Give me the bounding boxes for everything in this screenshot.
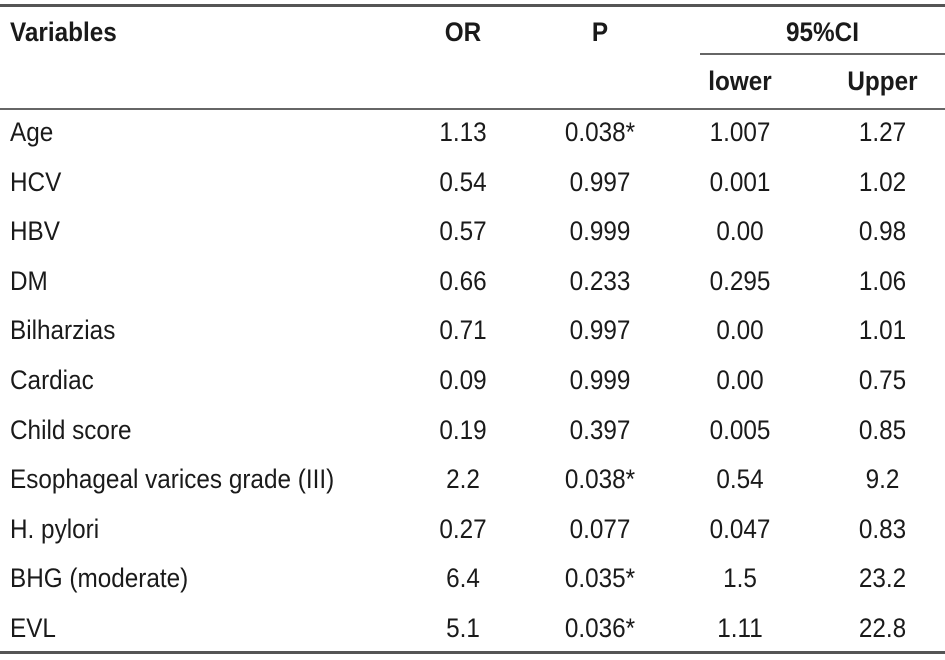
header-or: OR — [444, 17, 482, 47]
cell-or: 6.4 — [446, 563, 480, 593]
cell-ci-lower: 0.001 — [709, 167, 771, 197]
header-upper: Upper — [847, 66, 918, 96]
cell-or: 0.71 — [439, 315, 487, 345]
cell-p: 0.997 — [569, 167, 631, 197]
cell-p: 0.397 — [569, 415, 631, 445]
table-bottom-rule — [0, 651, 945, 654]
cell-ci-upper: 0.85 — [858, 415, 907, 445]
cell-p: 0.999 — [569, 216, 631, 246]
cell-ci-lower: 1.5 — [723, 563, 757, 593]
cell-ci-lower: 1.11 — [717, 613, 763, 643]
cell-ci-lower: 0.005 — [709, 415, 771, 445]
cell-or: 5.1 — [446, 613, 480, 643]
cell-variable: EVL — [10, 613, 56, 643]
cell-p: 0.038* — [564, 117, 636, 147]
cell-variable: Bilharzias — [10, 315, 116, 345]
cell-variable: DM — [10, 266, 48, 296]
cell-ci-upper: 22.8 — [858, 613, 907, 643]
cell-ci-upper: 0.83 — [858, 514, 907, 544]
header-lower: lower — [708, 66, 772, 96]
cell-or: 1.13 — [439, 117, 487, 147]
header-variables: Variables — [10, 17, 117, 47]
cell-p: 0.997 — [569, 315, 631, 345]
cell-ci-upper: 1.01 — [858, 315, 907, 345]
cell-variable: Age — [10, 117, 54, 147]
cell-ci-lower: 0.00 — [716, 315, 764, 345]
cell-or: 0.57 — [439, 216, 487, 246]
cell-ci-upper: 23.2 — [858, 563, 907, 593]
cell-ci-upper: 0.75 — [858, 365, 907, 395]
cell-variable: Child score — [10, 415, 132, 445]
cell-variable: Esophageal varices grade (III) — [10, 464, 335, 494]
cell-p: 0.999 — [569, 365, 631, 395]
cell-or: 0.19 — [439, 415, 487, 445]
cell-p: 0.077 — [569, 514, 631, 544]
cell-ci-upper: 9.2 — [865, 464, 900, 494]
cell-p: 0.233 — [569, 266, 631, 296]
cell-p: 0.038* — [564, 464, 636, 494]
cell-variable: BHG (moderate) — [10, 563, 189, 593]
cell-or: 0.54 — [439, 167, 487, 197]
cell-ci-upper: 0.98 — [858, 216, 907, 246]
cell-or: 0.27 — [439, 514, 487, 544]
cell-ci-lower: 0.295 — [709, 266, 771, 296]
header-bottom-rule — [0, 108, 945, 110]
table-top-rule — [0, 4, 945, 7]
cell-ci-upper: 1.27 — [858, 117, 907, 147]
cell-variable: Cardiac — [10, 365, 94, 395]
cell-ci-lower: 0.00 — [716, 365, 764, 395]
cell-or: 2.2 — [446, 464, 480, 494]
cell-ci-upper: 1.02 — [858, 167, 907, 197]
ci-subheader-rule — [700, 53, 945, 55]
cell-ci-upper: 1.06 — [858, 266, 907, 296]
cell-variable: H. pylori — [10, 514, 100, 544]
cell-variable: HBV — [10, 216, 60, 246]
cell-p: 0.036* — [564, 613, 636, 643]
cell-p: 0.035* — [564, 563, 636, 593]
cell-ci-lower: 1.007 — [709, 117, 771, 147]
header-p: P — [591, 17, 609, 47]
cell-ci-lower: 0.047 — [709, 514, 771, 544]
cell-variable: HCV — [10, 167, 62, 197]
cell-or: 0.66 — [439, 266, 487, 296]
cell-ci-lower: 0.00 — [716, 216, 764, 246]
header-ci: 95%CI — [786, 17, 859, 47]
cell-or: 0.09 — [439, 365, 487, 395]
cell-ci-lower: 0.54 — [716, 464, 764, 494]
